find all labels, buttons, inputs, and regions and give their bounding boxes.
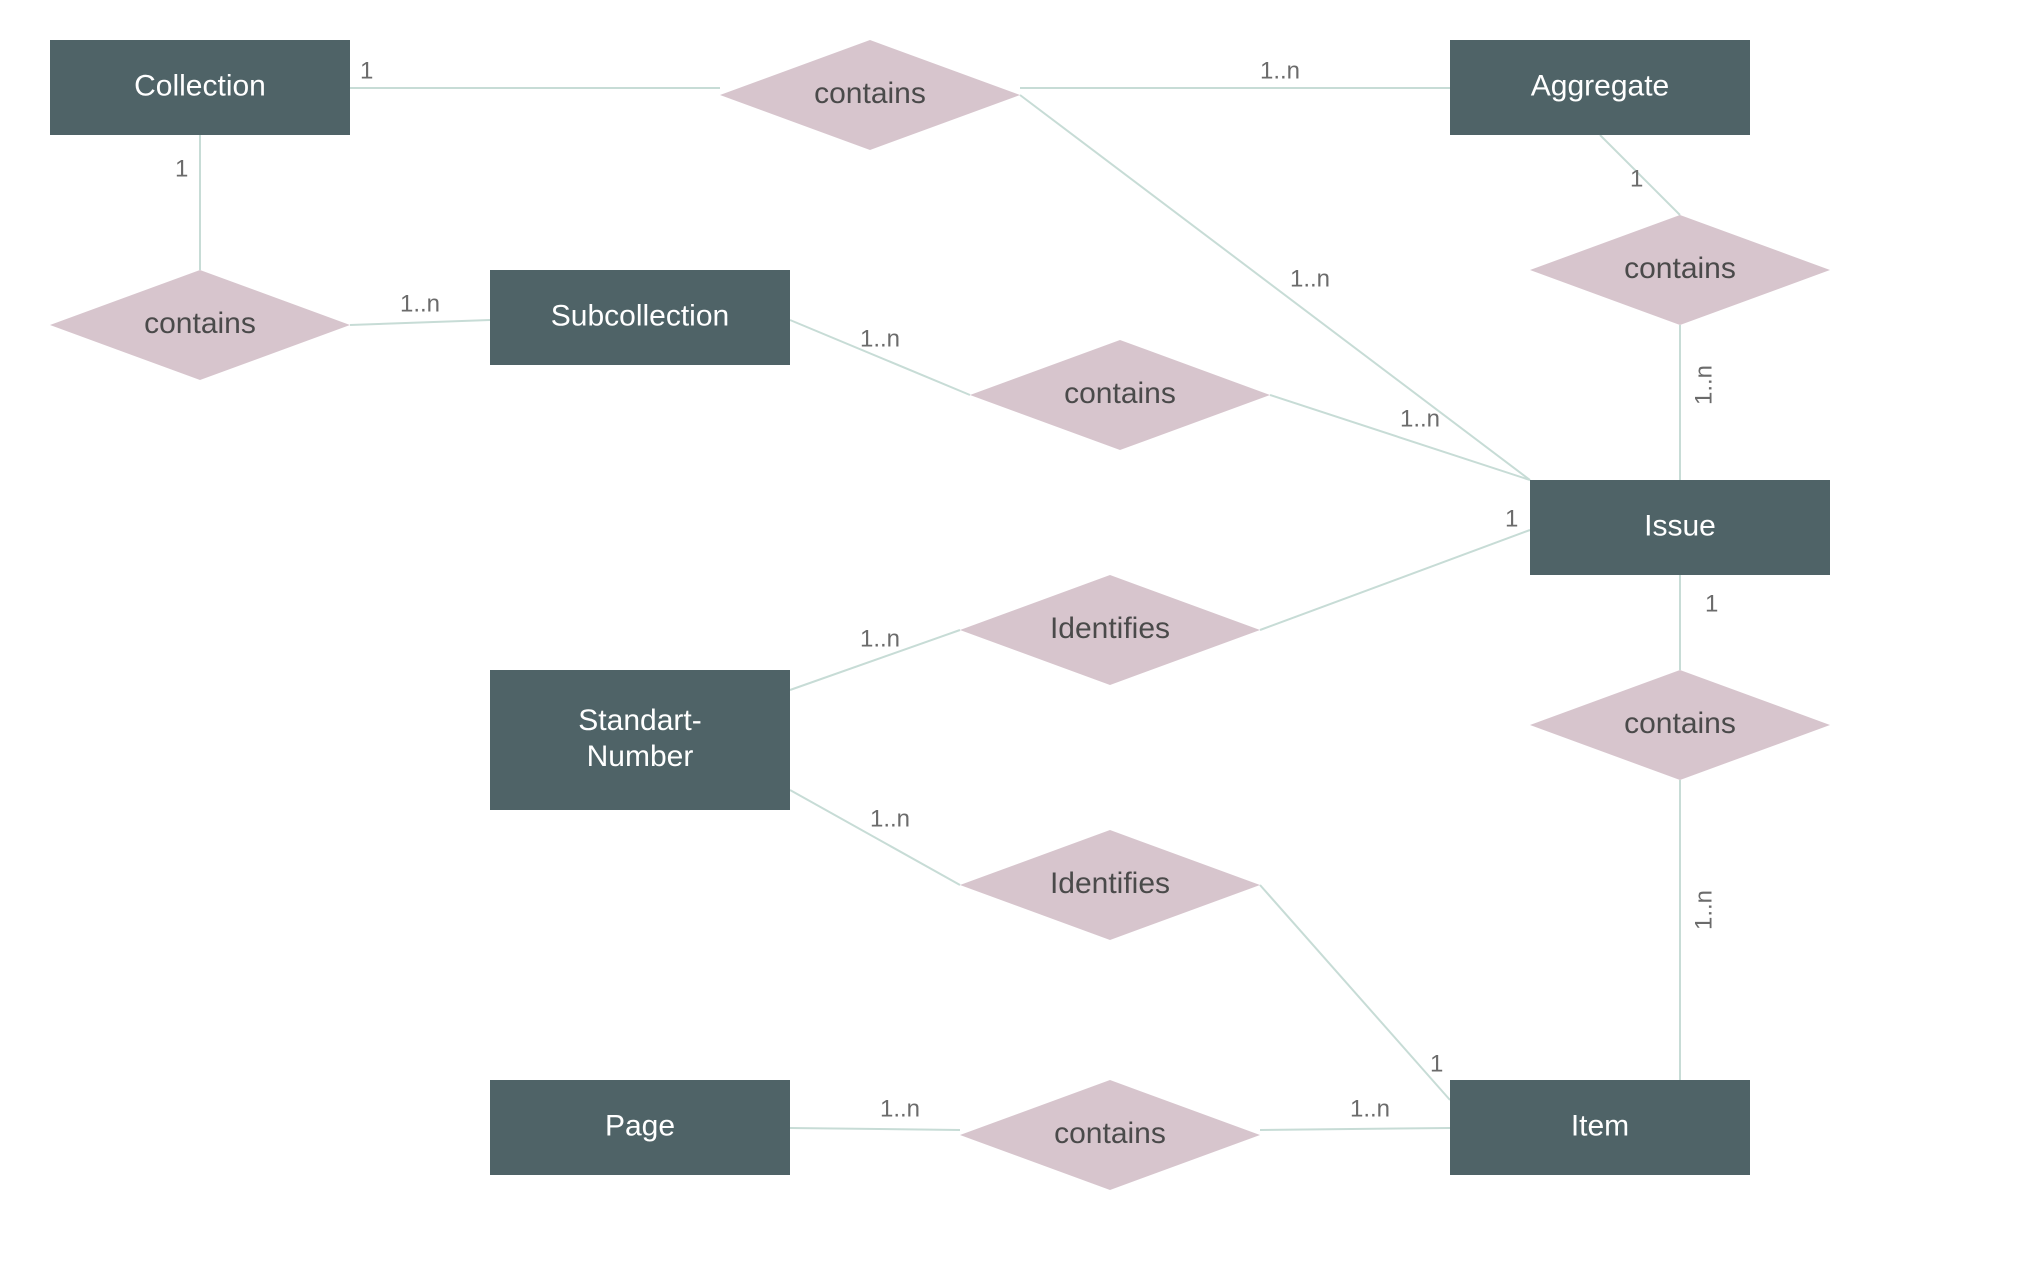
cardinality-label: 1..n (1690, 365, 1717, 405)
edge-13 (790, 790, 960, 885)
cardinality-label: 1..n (1690, 890, 1717, 930)
cardinality-label: 1..n (1290, 265, 1330, 292)
cardinality-label: 1..n (1350, 1095, 1390, 1122)
entity-label: Item (1571, 1109, 1629, 1142)
entity-label: Page (605, 1109, 675, 1142)
relationship-r_identifies_item: Identifies (960, 830, 1260, 940)
relationship-r_subcollection_issue: contains (970, 340, 1270, 450)
relationship-label: contains (1064, 377, 1176, 410)
edge-14 (1260, 885, 1450, 1100)
entities-layer: Collection Subcollection Aggregate Issue Sta… (50, 40, 1830, 1175)
edges-layer (200, 88, 1680, 1130)
entity-standart_number: Standart-Number (490, 670, 790, 810)
relationship-label: contains (1624, 707, 1736, 740)
entity-item: Item (1450, 1080, 1750, 1175)
cardinality-label: 1 (1630, 165, 1643, 192)
relationship-label: contains (1054, 1117, 1166, 1150)
cardinality-label: 1 (175, 155, 188, 182)
entity-issue: Issue (1530, 480, 1830, 575)
cardinality-label: 1..n (1400, 405, 1440, 432)
edge-16 (1260, 1128, 1450, 1130)
relationships-layer: contains contains contains contains Identifi… (50, 40, 1830, 1190)
cardinality-label: 1..n (1260, 57, 1300, 84)
relationship-r_collection_aggregate: contains (720, 40, 1020, 150)
relationship-r_item_page: contains (960, 1080, 1260, 1190)
relationship-label: contains (1624, 252, 1736, 285)
cardinality-label: 1 (1705, 590, 1718, 617)
er-diagram: contains contains contains contains Identifi… (0, 0, 2034, 1284)
relationship-label: Identifies (1050, 612, 1170, 645)
entity-label: Subcollection (551, 299, 729, 332)
entity-aggregate: Aggregate (1450, 40, 1750, 135)
entity-subcollection: Subcollection (490, 270, 790, 365)
cardinality-label: 1..n (400, 290, 440, 317)
cardinality-label: 1..n (860, 325, 900, 352)
entity-label: Aggregate (1531, 69, 1669, 102)
relationship-r_aggregate_issue: contains (1530, 215, 1830, 325)
relationship-r_identifies_issue: Identifies (960, 575, 1260, 685)
relationship-r_issue_item: contains (1530, 670, 1830, 780)
relationship-label: Identifies (1050, 867, 1170, 900)
cardinality-label: 1..n (860, 625, 900, 652)
cardinality-layer: 1 1..n 1..n 1 1..n 1..n 1..n 1 1..n 1..n 1 1 1..n 1..… (175, 57, 1718, 1122)
edge-10 (1260, 530, 1530, 630)
relationship-label: contains (814, 77, 926, 110)
cardinality-label: 1..n (870, 805, 910, 832)
cardinality-label: 1 (360, 57, 373, 84)
cardinality-label: 1..n (880, 1095, 920, 1122)
entity-label: Collection (134, 69, 266, 102)
cardinality-label: 1 (1505, 505, 1518, 532)
relationship-r_collection_subcollection: contains (50, 270, 350, 380)
entity-label: Issue (1644, 509, 1716, 542)
entity-page: Page (490, 1080, 790, 1175)
entity-collection: Collection (50, 40, 350, 135)
edge-4 (350, 320, 490, 325)
cardinality-label: 1 (1430, 1050, 1443, 1077)
edge-15 (790, 1128, 960, 1130)
relationship-label: contains (144, 307, 256, 340)
